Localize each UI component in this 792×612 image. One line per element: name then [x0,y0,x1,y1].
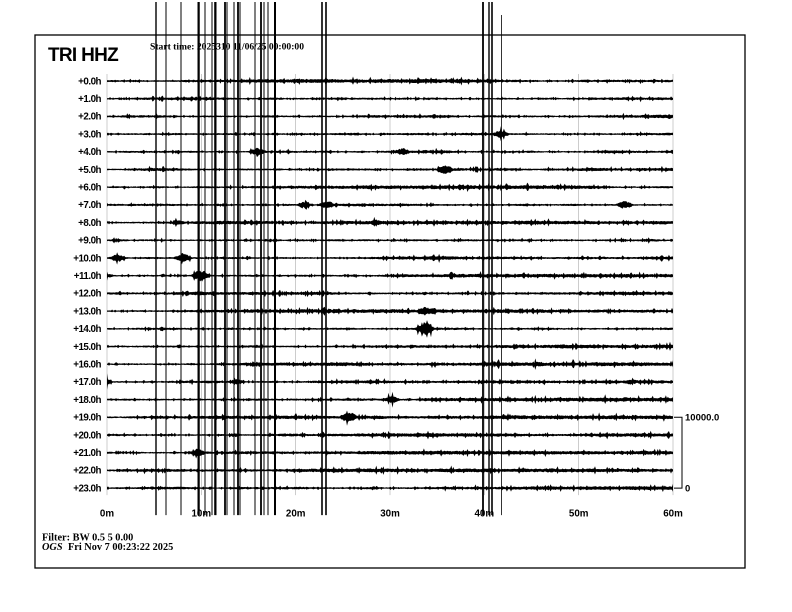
svg-text:+15.0h: +15.0h [73,342,101,353]
svg-text:OGS: OGS [42,542,63,553]
svg-text:+22.0h: +22.0h [73,466,101,477]
svg-text:+16.0h: +16.0h [73,360,101,371]
svg-text:50m: 50m [569,509,589,520]
svg-text:+4.0h: +4.0h [78,147,101,158]
svg-text:+10.0h: +10.0h [73,253,101,264]
svg-text:+7.0h: +7.0h [78,200,101,211]
svg-text:+23.0h: +23.0h [73,483,101,494]
svg-text:+11.0h: +11.0h [74,271,102,282]
svg-text:20m: 20m [286,509,306,520]
svg-text:10m: 10m [191,509,211,520]
svg-text:+1.0h: +1.0h [78,94,101,105]
svg-text:60m: 60m [663,509,683,520]
svg-text:+14.0h: +14.0h [73,324,101,335]
svg-text:0: 0 [685,483,690,494]
svg-text:+20.0h: +20.0h [73,430,101,441]
svg-text:+18.0h: +18.0h [73,395,101,406]
svg-text:+21.0h: +21.0h [73,448,101,459]
svg-text:+17.0h: +17.0h [73,377,101,388]
svg-text:0m: 0m [100,509,114,520]
svg-text:+5.0h: +5.0h [78,165,101,176]
svg-text:+3.0h: +3.0h [78,129,101,140]
svg-text:+8.0h: +8.0h [78,218,101,229]
svg-text:+2.0h: +2.0h [78,112,101,123]
svg-text:+9.0h: +9.0h [78,236,101,247]
svg-text:+13.0h: +13.0h [73,306,101,317]
svg-text:+0.0h: +0.0h [78,76,101,87]
svg-text:30m: 30m [380,509,400,520]
svg-text:40m: 40m [474,509,494,520]
svg-text:Start time: 2025310 11/06/25 0: Start time: 2025310 11/06/25 00:00:00 [150,42,304,53]
svg-text:10000.0: 10000.0 [685,413,719,424]
svg-text:+19.0h: +19.0h [73,413,101,424]
svg-text:+6.0h: +6.0h [78,183,101,194]
svg-text:+12.0h: +12.0h [73,289,101,300]
svg-text:Fri Nov 7 00:23:22 2025: Fri Nov 7 00:23:22 2025 [68,542,173,553]
svg-text:TRI HHZ: TRI HHZ [48,45,119,66]
